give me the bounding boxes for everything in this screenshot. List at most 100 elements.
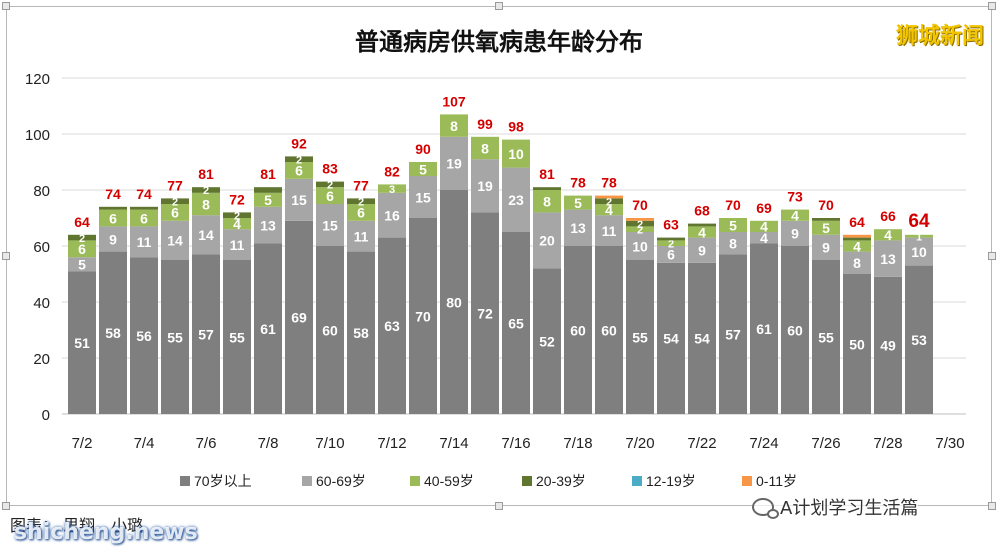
y-tick-label: 40 <box>33 295 50 312</box>
bar-segment <box>719 218 747 232</box>
bar-segment <box>626 220 654 227</box>
segment-label: 52 <box>539 334 555 350</box>
bar-segment <box>347 204 375 221</box>
segment-label: 3 <box>389 184 395 196</box>
segment-label: 65 <box>508 315 524 331</box>
segment-label: 4 <box>605 202 613 218</box>
x-tick-label: 7/30 <box>935 435 964 452</box>
resize-handle[interactable] <box>988 502 996 510</box>
segment-label: 61 <box>756 321 772 337</box>
segment-label: 58 <box>353 325 369 341</box>
total-label: 72 <box>229 191 245 207</box>
bar-segment <box>719 254 747 414</box>
segment-label: 9 <box>822 240 830 256</box>
bar-segment <box>843 234 871 238</box>
wechat-icon <box>752 498 779 519</box>
bar-segment <box>626 226 654 232</box>
total-label: 78 <box>570 175 586 191</box>
segment-label: 60 <box>322 322 338 338</box>
bar-segment <box>68 234 96 241</box>
bar-segment <box>440 136 468 190</box>
bar-segment <box>750 243 778 414</box>
bar-segment <box>595 198 623 204</box>
segment-label: 4 <box>791 208 799 224</box>
bar-segment <box>626 232 654 260</box>
resize-handle[interactable] <box>495 502 503 510</box>
bar-segment <box>688 226 716 238</box>
brand-logo: 狮城新闻 <box>895 24 984 49</box>
segment-label: 19 <box>446 156 462 172</box>
resize-handle[interactable] <box>2 502 10 510</box>
bar-segment <box>905 234 933 238</box>
resize-handle[interactable] <box>988 252 996 260</box>
segment-label: 57 <box>725 327 741 343</box>
segment-label: 9 <box>109 231 117 247</box>
legend-label: 40-59岁 <box>424 473 474 489</box>
segment-label: 4 <box>760 219 768 235</box>
resize-handle[interactable] <box>2 252 10 260</box>
x-tick-label: 7/10 <box>315 435 344 452</box>
bar-segment <box>316 204 344 246</box>
stacked-bar-chart: 0204060801001205156264589674561167455146… <box>25 71 966 489</box>
segment-label: 55 <box>167 329 183 345</box>
total-label: 82 <box>384 163 400 179</box>
x-tick-label: 7/16 <box>501 435 530 452</box>
bar-segment <box>192 192 220 216</box>
bar-segment <box>409 176 437 218</box>
x-tick-label: 7/24 <box>749 435 778 452</box>
segment-label: 1 <box>916 231 922 243</box>
bar-segment <box>595 215 623 246</box>
bar-segment <box>192 254 220 414</box>
legend-swatch <box>632 476 642 486</box>
segment-label: 2 <box>637 219 643 231</box>
segment-label: 61 <box>260 321 276 337</box>
x-tick-label: 7/8 <box>258 435 279 452</box>
segment-label: 2 <box>637 224 643 236</box>
segment-label: 2 <box>358 196 364 208</box>
total-label: 63 <box>663 217 679 233</box>
segment-label: 5 <box>822 220 830 236</box>
segment-label: 16 <box>384 208 400 224</box>
bar-segment <box>316 181 344 188</box>
bar-segment <box>378 237 406 414</box>
bar-segment <box>595 204 623 216</box>
resize-handle[interactable] <box>988 2 996 10</box>
bar-segment <box>347 220 375 252</box>
bar-segment <box>502 139 530 168</box>
segment-label: 2 <box>234 210 240 222</box>
bar-segment <box>843 251 871 274</box>
bar-segment <box>409 162 437 176</box>
segment-label: 54 <box>694 331 710 347</box>
bar-segment <box>130 257 158 414</box>
y-tick-label: 80 <box>33 183 50 200</box>
segment-label: 2 <box>327 180 333 192</box>
bar-segment <box>533 187 561 190</box>
bar-segment <box>440 114 468 137</box>
bar-segment <box>161 204 189 221</box>
bar-segment <box>254 192 282 207</box>
resize-handle[interactable] <box>2 2 10 10</box>
segment-label: 80 <box>446 294 462 310</box>
segment-label: 6 <box>171 205 179 221</box>
bar-segment <box>688 223 716 227</box>
total-label: 66 <box>880 208 896 224</box>
x-tick-label: 7/18 <box>563 435 592 452</box>
bar-segment <box>812 218 840 221</box>
bar-segment <box>161 198 189 204</box>
segment-label: 15 <box>322 217 338 233</box>
resize-handle[interactable] <box>495 2 503 10</box>
segment-label: 8 <box>853 255 861 271</box>
total-label: 83 <box>322 161 338 177</box>
bar-segment <box>99 251 127 414</box>
y-tick-label: 60 <box>33 239 50 256</box>
total-label: 92 <box>291 135 307 151</box>
bar-segment <box>905 265 933 414</box>
bar-segment <box>223 260 251 414</box>
bar-segment <box>719 232 747 255</box>
legend-swatch <box>410 476 420 486</box>
bar-segment <box>688 237 716 263</box>
segment-label: 6 <box>295 163 303 179</box>
bar-segment <box>843 274 871 414</box>
bar-segment <box>750 220 778 232</box>
segment-label: 63 <box>384 318 400 334</box>
